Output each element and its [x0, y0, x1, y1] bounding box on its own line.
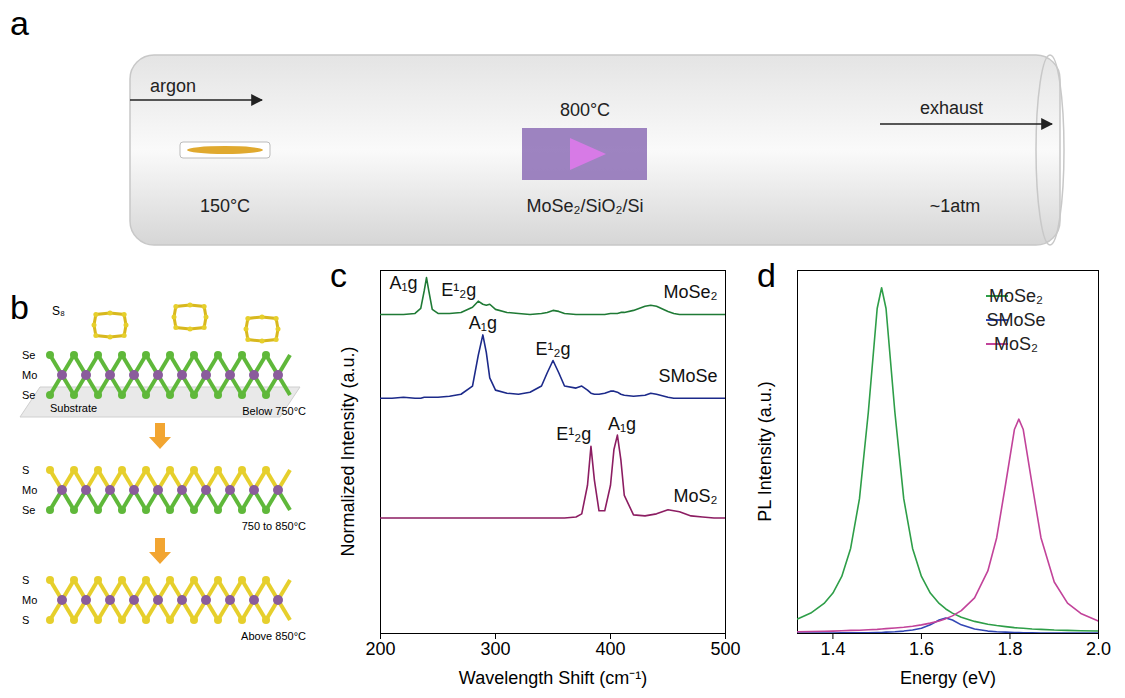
svg-text:MoSe₂: MoSe₂ — [663, 282, 717, 302]
svg-text:150°C: 150°C — [200, 196, 250, 216]
svg-text:200: 200 — [365, 639, 395, 659]
svg-text:Mo: Mo — [22, 484, 37, 496]
svg-text:Wavelength Shift (cm⁻¹): Wavelength Shift (cm⁻¹) — [459, 668, 647, 688]
svg-text:SMoSe: SMoSe — [658, 366, 717, 386]
svg-text:A₁g: A₁g — [608, 414, 636, 434]
svg-text:400: 400 — [595, 639, 625, 659]
svg-text:S: S — [22, 614, 29, 626]
svg-text:Mo: Mo — [22, 594, 37, 606]
svg-text:800°C: 800°C — [560, 100, 610, 120]
html-text:a: a — [10, 4, 29, 42]
svg-text:2.0: 2.0 — [1086, 639, 1111, 659]
svg-text:MoSe₂/SiO₂/Si: MoSe₂/SiO₂/Si — [526, 196, 643, 216]
svg-text:~1atm: ~1atm — [930, 196, 981, 216]
svg-text:MoS₂: MoS₂ — [994, 334, 1038, 354]
svg-text:A₁g: A₁g — [469, 313, 497, 333]
svg-text:MoS₂: MoS₂ — [674, 486, 718, 506]
html-text:c: c — [330, 256, 347, 294]
svg-text:1.4: 1.4 — [820, 639, 845, 659]
svg-text:Substrate: Substrate — [50, 402, 97, 414]
svg-text:500: 500 — [710, 639, 740, 659]
svg-text:Mo: Mo — [22, 369, 37, 381]
svg-text:1.6: 1.6 — [909, 639, 934, 659]
svg-text:Se: Se — [22, 389, 35, 401]
svg-text:Above 850°C: Above 850°C — [241, 630, 306, 642]
svg-text:E¹₂g: E¹₂g — [556, 424, 591, 444]
svg-text:Se: Se — [22, 504, 35, 516]
svg-text:Below 750°C: Below 750°C — [242, 405, 306, 417]
svg-text:MoSe₂: MoSe₂ — [989, 286, 1043, 306]
svg-text:300: 300 — [480, 639, 510, 659]
svg-text:S: S — [22, 574, 29, 586]
svg-text:750 to 850°C: 750 to 850°C — [242, 520, 306, 532]
svg-text:1.8: 1.8 — [997, 639, 1022, 659]
html-text:b: b — [10, 288, 29, 326]
svg-text:exhaust: exhaust — [920, 98, 983, 118]
svg-text:SMoSe: SMoSe — [986, 310, 1045, 330]
svg-text:S₈: S₈ — [52, 304, 65, 318]
html-text:d: d — [757, 256, 776, 294]
svg-text:Normalized Intensity (a.u.): Normalized Intensity (a.u.) — [338, 346, 358, 556]
svg-text:E¹₂g: E¹₂g — [536, 339, 571, 359]
svg-text:A₁g: A₁g — [389, 273, 417, 293]
svg-text:Se: Se — [22, 349, 35, 361]
svg-text:Energy (eV): Energy (eV) — [900, 668, 996, 688]
svg-text:E¹₂g: E¹₂g — [441, 280, 476, 300]
svg-text:argon: argon — [150, 76, 196, 96]
svg-text:PL Intensity (a.u.): PL Intensity (a.u.) — [755, 381, 775, 521]
svg-text:S: S — [22, 464, 29, 476]
